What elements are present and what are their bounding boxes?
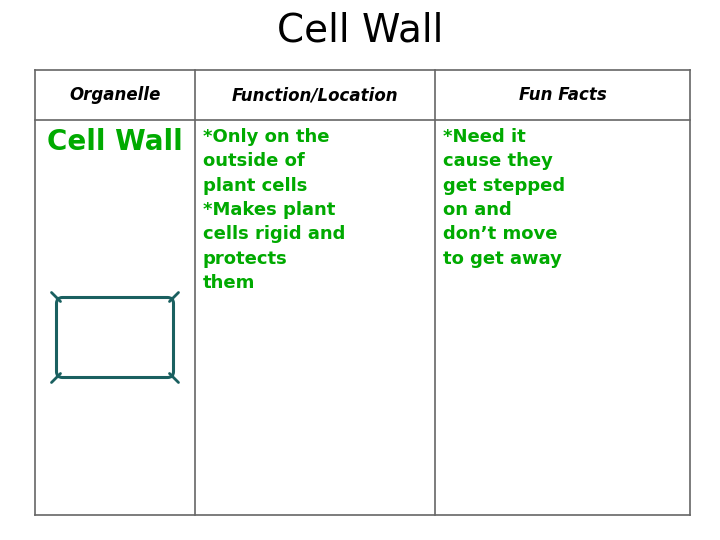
Text: Organelle: Organelle	[69, 86, 161, 104]
Text: *Only on the
outside of
plant cells
*Makes plant
cells rigid and
protects
them: *Only on the outside of plant cells *Mak…	[203, 128, 346, 292]
Text: Function/Location: Function/Location	[232, 86, 398, 104]
Text: Fun Facts: Fun Facts	[518, 86, 606, 104]
FancyBboxPatch shape	[56, 298, 174, 377]
Text: *Need it
cause they
get stepped
on and
don’t move
to get away: *Need it cause they get stepped on and d…	[443, 128, 565, 267]
Text: Cell Wall: Cell Wall	[47, 128, 183, 156]
Text: Cell Wall: Cell Wall	[276, 11, 444, 49]
